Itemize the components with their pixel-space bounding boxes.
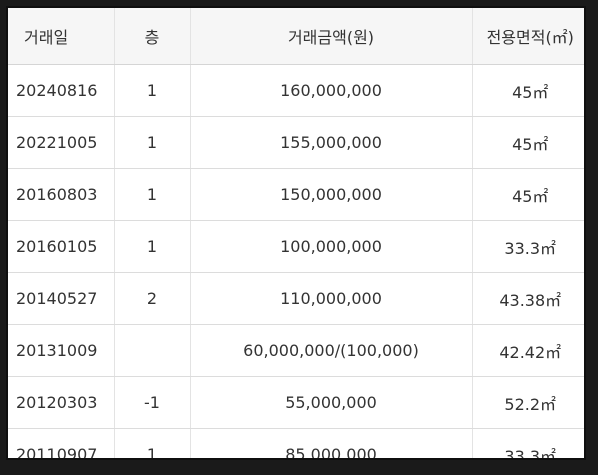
cell-area: 52.2㎡	[472, 376, 584, 429]
cell-floor: 1	[114, 428, 191, 458]
cell-date: 20240816	[8, 64, 115, 117]
cell-price: 150,000,000	[190, 168, 473, 221]
cell-floor: -1	[114, 376, 191, 429]
cell-date: 20221005	[8, 116, 115, 169]
table-row: 20140527 2 110,000,000 43.38㎡	[8, 272, 584, 325]
table-row: 20131009 60,000,000/(100,000) 42.42㎡	[8, 324, 584, 377]
cell-floor: 1	[114, 64, 191, 117]
cell-date: 20140527	[8, 272, 115, 325]
cell-area: 45㎡	[472, 64, 584, 117]
cell-area: 43.38㎡	[472, 272, 584, 325]
header-floor: 층	[114, 8, 191, 65]
cell-date: 20160803	[8, 168, 115, 221]
cell-date: 20131009	[8, 324, 115, 377]
transaction-table-panel: 거래일 층 거래금액(원) 전용면적(㎡) 20240816 1 160,000…	[6, 6, 586, 460]
cell-date: 20160105	[8, 220, 115, 273]
cell-date: 20110907	[8, 428, 115, 458]
cell-floor	[114, 324, 191, 377]
cell-price: 160,000,000	[190, 64, 473, 117]
table-row: 20240816 1 160,000,000 45㎡	[8, 64, 584, 117]
cell-floor: 2	[114, 272, 191, 325]
cell-area: 33.3㎡	[472, 428, 584, 458]
header-area: 전용면적(㎡)	[472, 8, 584, 65]
table-row: 20160803 1 150,000,000 45㎡	[8, 168, 584, 221]
cell-area: 45㎡	[472, 168, 584, 221]
cell-price: 55,000,000	[190, 376, 473, 429]
table-header-row: 거래일 층 거래금액(원) 전용면적(㎡)	[8, 8, 584, 65]
cell-floor: 1	[114, 220, 191, 273]
header-date: 거래일	[8, 8, 115, 65]
cell-area: 45㎡	[472, 116, 584, 169]
cell-price: 100,000,000	[190, 220, 473, 273]
cell-floor: 1	[114, 168, 191, 221]
cell-price: 155,000,000	[190, 116, 473, 169]
table-row: 20160105 1 100,000,000 33.3㎡	[8, 220, 584, 273]
cell-price: 60,000,000/(100,000)	[190, 324, 473, 377]
table-row: 20120303 -1 55,000,000 52.2㎡	[8, 376, 584, 429]
cell-floor: 1	[114, 116, 191, 169]
table-row: 20110907 1 85,000,000 33.3㎡	[8, 428, 584, 458]
cell-date: 20120303	[8, 376, 115, 429]
transaction-table: 거래일 층 거래금액(원) 전용면적(㎡) 20240816 1 160,000…	[8, 8, 584, 458]
cell-price: 110,000,000	[190, 272, 473, 325]
table-row: 20221005 1 155,000,000 45㎡	[8, 116, 584, 169]
cell-price: 85,000,000	[190, 428, 473, 458]
cell-area: 33.3㎡	[472, 220, 584, 273]
cell-area: 42.42㎡	[472, 324, 584, 377]
header-price: 거래금액(원)	[190, 8, 473, 65]
